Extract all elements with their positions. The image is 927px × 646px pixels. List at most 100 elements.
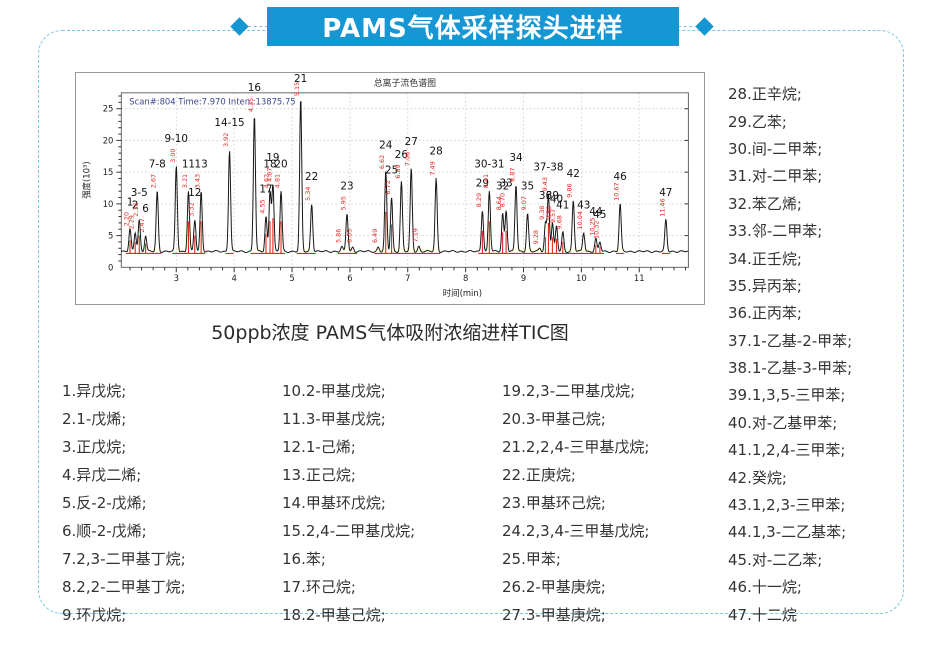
compound-item: 7.2,3-二甲基丁烷;	[62, 549, 186, 568]
svg-text:17: 17	[259, 184, 272, 196]
svg-text:44: 44	[589, 206, 603, 218]
svg-text:37-38: 37-38	[533, 162, 563, 174]
svg-text:33: 33	[499, 177, 512, 189]
svg-text:10.25: 10.25	[588, 217, 596, 235]
svg-text:6.72: 6.72	[384, 180, 392, 194]
svg-text:30-31: 30-31	[474, 158, 504, 170]
compound-item: 32.苯乙烯;	[728, 194, 802, 213]
compound-item: 33.邻-二甲苯;	[728, 222, 823, 241]
svg-text:41: 41	[556, 200, 569, 212]
svg-text:10: 10	[103, 199, 114, 209]
compound-item: 8.2,2-二甲基丁烷;	[62, 577, 186, 596]
svg-text:15: 15	[103, 167, 114, 177]
svg-text:3.92: 3.92	[222, 133, 230, 147]
svg-text:47: 47	[659, 187, 672, 199]
svg-text:Scan#:804 Time:7.970 Inten.:: Scan#:804 Time:7.970 Inten.:13875.75	[129, 97, 295, 107]
svg-text:4.67: 4.67	[265, 168, 273, 182]
compound-item: 2.1-戊烯;	[62, 410, 127, 429]
svg-text:14-15: 14-15	[214, 117, 244, 129]
svg-text:3-5: 3-5	[131, 187, 148, 199]
svg-text:9-10: 9-10	[164, 133, 188, 145]
compound-item: 23.甲基环己烷;	[502, 494, 606, 512]
svg-text:6: 6	[142, 203, 149, 215]
chromatogram-panel: 3 4 5 6 7 8 9 10 11 0 5 10 15 20 25 2.20 1 2.29 2 2.36 3-5 2.…	[75, 72, 705, 305]
tic-chromatogram: 3 4 5 6 7 8 9 10 1105101520252.2012.2922.363-52.…	[82, 73, 689, 298]
svg-text:40: 40	[550, 193, 563, 205]
compound-item: 26.2-甲基庚烷;	[502, 577, 606, 596]
svg-text:6: 6	[347, 273, 352, 283]
compound-list-col3: 19.2,3-二甲基戊烷; 20.3-甲基己烷; 21.2,2,4-三甲基戊烷; 22…	[502, 377, 650, 628]
svg-text:8.29: 8.29	[475, 193, 483, 207]
chart-caption: 50ppb浓度 PAMS气体吸附浓缩进样TIC图	[211, 322, 569, 344]
compound-item: 41.1,2,4-三甲苯;	[728, 441, 846, 460]
svg-text:6.62: 6.62	[378, 155, 386, 169]
svg-text:8.87: 8.87	[509, 168, 517, 182]
compound-item: 31.对-二甲苯;	[728, 167, 823, 186]
compound-item: 18.2-甲基己烷;	[282, 605, 386, 624]
compound-item: 47.十二烷	[728, 605, 797, 624]
compound-item: 16.苯;	[282, 549, 326, 568]
svg-text:3.32: 3.32	[187, 202, 195, 216]
page-title: PAMS气体采样探头进样	[322, 14, 624, 44]
svg-text:9: 9	[521, 273, 526, 283]
left-connector-line	[248, 26, 268, 27]
compound-item: 27.3-甲基庚烷;	[502, 605, 606, 624]
svg-text:8: 8	[463, 273, 468, 283]
compound-item: 34.正壬烷;	[728, 249, 802, 268]
svg-text:23: 23	[340, 181, 353, 193]
svg-text:10.04: 10.04	[576, 211, 584, 229]
svg-text:9.38: 9.38	[538, 206, 546, 220]
svg-text:9.86: 9.86	[566, 183, 574, 197]
svg-text:4: 4	[231, 273, 236, 283]
compound-item: 22.正庚烷;	[502, 466, 576, 485]
compound-item: 40.对-乙基甲苯;	[728, 413, 838, 432]
svg-text:24: 24	[379, 139, 393, 151]
svg-text:3.00: 3.00	[169, 148, 177, 162]
compound-item: 20.3-甲基己烷;	[502, 410, 606, 429]
compound-item: 19.2,3-二甲基戊烷;	[502, 382, 636, 401]
svg-text:2: 2	[132, 200, 139, 212]
svg-text:10: 10	[576, 273, 587, 283]
svg-text:36: 36	[539, 190, 552, 202]
svg-text:5.15: 5.15	[293, 82, 301, 96]
svg-text:18: 18	[263, 158, 276, 170]
svg-text:45: 45	[593, 209, 606, 221]
svg-text:4.81: 4.81	[274, 174, 282, 188]
compound-item: 24.2,3,4-三甲基戊烷;	[502, 521, 650, 540]
svg-text:5.95: 5.95	[339, 196, 347, 210]
compound-item: 3.正戊烷;	[62, 438, 127, 457]
compound-item: 44.1,3-二乙基苯;	[728, 523, 847, 542]
compound-item: 35.异丙苯;	[728, 276, 802, 295]
svg-text:7.49: 7.49	[429, 161, 437, 175]
compound-list-col4: 28.正辛烷; 29.乙苯; 30.间-二甲苯; 31.对-二甲苯; 32.苯乙烯; 33…	[728, 80, 852, 628]
compound-item: 13.正己烷;	[282, 466, 356, 485]
svg-text:35: 35	[521, 181, 534, 193]
compound-item: 15.2,4-二甲基戊烷;	[282, 521, 416, 540]
svg-text:3: 3	[174, 273, 179, 283]
compound-item: 5.反-2-戊烯;	[62, 494, 147, 512]
svg-text:6.05: 6.05	[345, 229, 353, 243]
compound-item: 17.环己烷;	[282, 577, 356, 596]
svg-text:5.34: 5.34	[304, 187, 312, 201]
svg-text:25: 25	[103, 104, 114, 114]
compound-item: 12.1-己烯;	[282, 438, 356, 457]
svg-text:7.06: 7.06	[404, 152, 412, 166]
svg-text:22: 22	[305, 171, 318, 183]
svg-text:8.70: 8.70	[499, 193, 507, 207]
compound-item: 9.环戊烷;	[62, 605, 127, 624]
svg-text:9.50: 9.50	[545, 206, 553, 220]
compound-item: 30.间-二甲苯;	[728, 139, 823, 158]
compound-item: 46.十一烷;	[728, 578, 802, 597]
compound-item: 43.1,2,3-三甲苯;	[728, 496, 846, 515]
svg-text:16: 16	[248, 82, 261, 94]
svg-text:46: 46	[613, 171, 626, 183]
compound-item: 10.2-甲基戊烷;	[282, 382, 386, 401]
svg-text:42: 42	[567, 168, 580, 180]
svg-text:19: 19	[266, 152, 279, 164]
svg-text:7.19: 7.19	[411, 228, 419, 242]
svg-text:20: 20	[274, 158, 287, 170]
compound-list-col1: 1.异戊烷; 2.1-戊烯; 3.正戊烷; 4.异戊二烯; 5.反-2-戊烯; 6.顺-2…	[62, 377, 186, 628]
svg-text:34: 34	[509, 152, 523, 164]
svg-text:2.36: 2.36	[132, 202, 140, 216]
